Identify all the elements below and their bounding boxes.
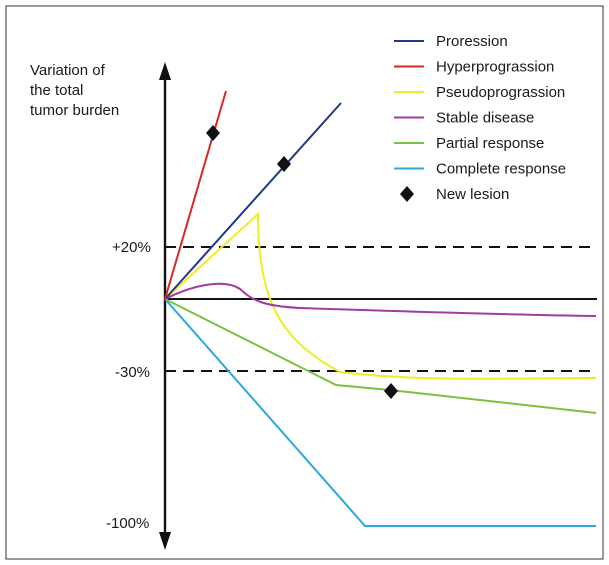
curve-hyperprogression <box>164 90 227 300</box>
y-axis-arrow-down <box>159 532 171 550</box>
legend-item-partial: Partial response <box>394 135 544 152</box>
legend-swatch-lesion <box>400 186 414 202</box>
tick-label-plus20: +20% <box>112 239 151 256</box>
legend-item-lesion: New lesion <box>400 186 509 203</box>
curve-pseudoprogression <box>164 211 597 380</box>
legend-label-hyper: Hyperprograssion <box>436 59 554 76</box>
legend: Proression Hyperprograssion Pseudoprograss… <box>394 33 566 203</box>
curve-stable-disease <box>164 282 597 317</box>
legend-item-progression: Proression <box>394 33 508 50</box>
tick-label-minus100: -100% <box>106 515 149 532</box>
legend-item-complete: Complete response <box>394 161 566 178</box>
chart-frame <box>5 5 604 560</box>
legend-label-partial: Partial response <box>436 135 544 152</box>
new-lesion-marker <box>206 125 220 141</box>
y-axis-label-line-3: tumor burden <box>30 102 119 119</box>
legend-label-progression: Proression <box>436 33 508 50</box>
y-axis-label-line-1: Variation of <box>30 62 106 79</box>
y-axis-label-line-2: the total <box>30 82 83 99</box>
legend-label-stable: Stable disease <box>436 110 534 127</box>
new-lesion-marker <box>277 156 291 172</box>
curve-partial-response <box>164 298 597 414</box>
tick-label-minus30: -30% <box>115 364 150 381</box>
legend-item-hyper: Hyperprograssion <box>394 59 554 76</box>
curve-complete-response <box>164 298 596 527</box>
legend-label-pseudo: Pseudoprograssion <box>436 84 565 101</box>
curve-progression <box>164 102 342 300</box>
new-lesion-marker <box>384 383 398 399</box>
legend-label-complete: Complete response <box>436 161 566 178</box>
legend-label-lesion: New lesion <box>436 186 509 203</box>
y-axis-arrow-up <box>159 62 171 80</box>
legend-item-pseudo: Pseudoprograssion <box>394 84 565 101</box>
legend-item-stable: Stable disease <box>394 110 534 127</box>
